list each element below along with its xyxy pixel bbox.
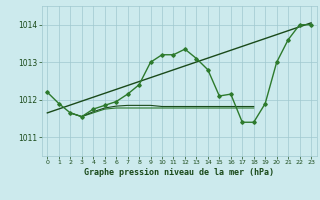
X-axis label: Graphe pression niveau de la mer (hPa): Graphe pression niveau de la mer (hPa) — [84, 168, 274, 177]
